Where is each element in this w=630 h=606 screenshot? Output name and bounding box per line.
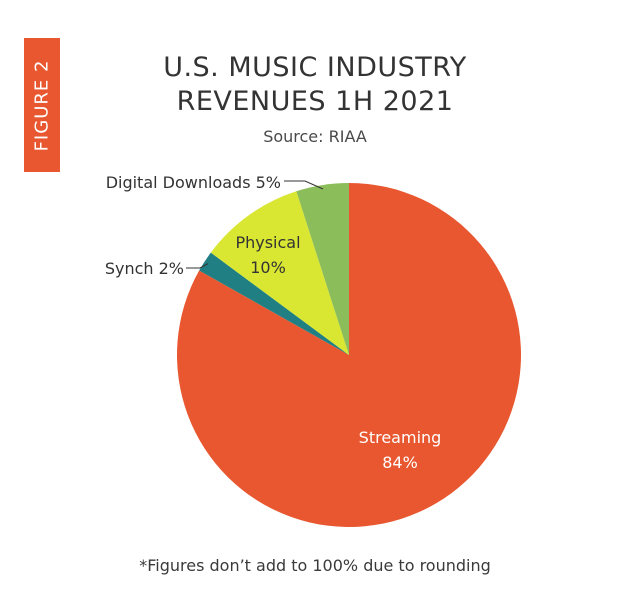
chart-title-line-2: REVENUES 1H 2021: [176, 86, 454, 117]
slice-value-streaming: 84%: [382, 453, 418, 472]
chart-subtitle: Source: RIAA: [263, 127, 367, 146]
slice-label-digital-downloads: Digital Downloads 5%: [106, 173, 281, 192]
chart-title-line-1: U.S. MUSIC INDUSTRY: [163, 52, 467, 83]
pie-slice-synch: [199, 252, 349, 355]
pie-slice-streaming: [177, 183, 522, 527]
slice-label-physical: Physical: [235, 233, 300, 252]
leader-line-synch: [186, 263, 209, 269]
leader-line-digital-downloads: [284, 180, 324, 190]
slice-value-physical: 10%: [250, 258, 286, 277]
slice-label-streaming: Streaming: [359, 428, 442, 447]
figure-label-badge: FIGURE 2: [24, 38, 60, 172]
slice-label-synch: Synch 2%: [105, 259, 184, 278]
pie-slice-digital-downloads: [296, 183, 349, 355]
pie-slice-physical: [210, 191, 349, 355]
chart-footnote: *Figures don’t add to 100% due to roundi…: [139, 556, 491, 575]
